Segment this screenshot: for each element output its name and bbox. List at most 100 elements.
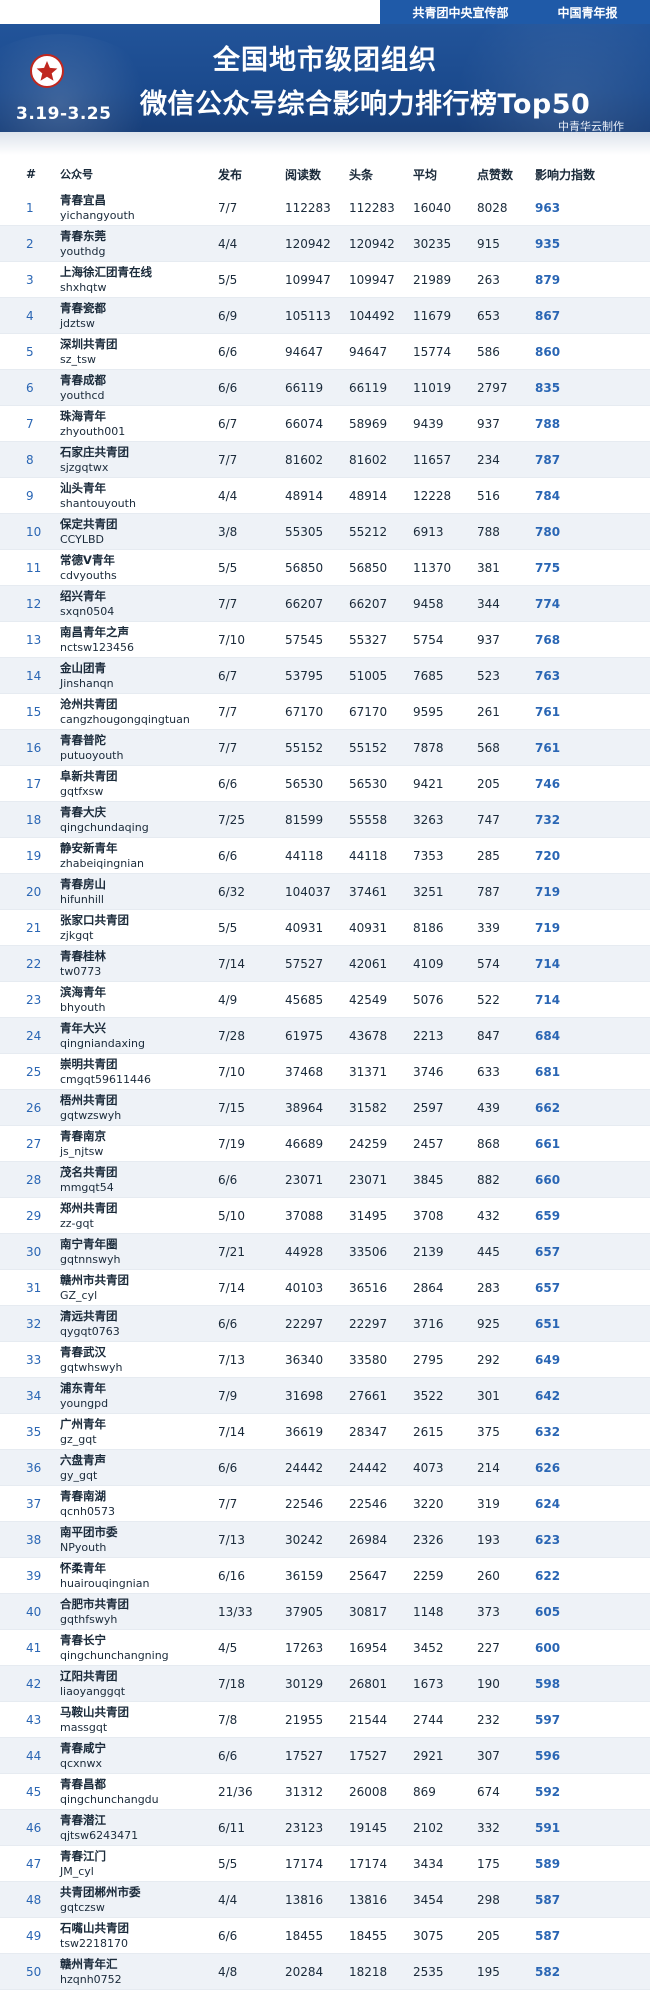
account-id: huairouqingnian: [60, 1576, 150, 1590]
publisher-strip: 共青团中央宣传部 中国青年报: [380, 0, 650, 24]
reads-cell: 56850: [285, 560, 324, 575]
publish-cell: 4/4: [218, 1892, 238, 1907]
col-account: 公众号: [60, 167, 93, 181]
influence-cell: 719: [535, 920, 561, 935]
reads-cell: 57545: [285, 632, 324, 647]
rank-cell: 42: [26, 1676, 42, 1691]
influence-cell: 746: [535, 776, 561, 791]
influence-cell: 622: [535, 1568, 561, 1583]
publish-cell: 3/8: [218, 524, 238, 539]
account-id: zz-gqt: [60, 1216, 94, 1230]
account-cell: 汕头青年 shantouyouth: [60, 481, 210, 511]
account-name: 青年大兴: [60, 1020, 106, 1035]
account-id: youthdg: [60, 244, 106, 258]
reads-cell: 17263: [285, 1640, 324, 1655]
reads-cell: 109947: [285, 272, 331, 287]
account-cell: 清远共青团 qygqt0763: [60, 1309, 210, 1339]
headline-cell: 21544: [349, 1712, 388, 1727]
table-row: 24 青年大兴 qingniandaxing 7/28 61975 43678 2213 84…: [0, 1018, 650, 1054]
account-name: 赣州青年汇: [60, 1956, 118, 1971]
date-range: 3.19-3.25: [16, 104, 112, 124]
likes-cell: 674: [477, 1784, 500, 1799]
reads-cell: 120942: [285, 236, 331, 251]
reads-cell: 24442: [285, 1460, 324, 1475]
headline-cell: 22546: [349, 1496, 388, 1511]
rank-cell: 21: [26, 920, 42, 935]
likes-cell: 522: [477, 992, 500, 1007]
publish-cell: 7/21: [218, 1244, 245, 1259]
average-cell: 11019: [413, 380, 452, 395]
publish-cell: 7/14: [218, 1424, 245, 1439]
influence-cell: 761: [535, 740, 561, 755]
account-id: qjtsw6243471: [60, 1828, 139, 1842]
reads-cell: 53795: [285, 668, 324, 683]
likes-cell: 633: [477, 1064, 500, 1079]
headline-cell: 112283: [349, 200, 395, 215]
reads-cell: 57527: [285, 956, 324, 971]
reads-cell: 13816: [285, 1892, 324, 1907]
account-cell: 张家口共青团 zjkgqt: [60, 913, 210, 943]
reads-cell: 36159: [285, 1568, 324, 1583]
influence-cell: 774: [535, 596, 561, 611]
rank-cell: 16: [26, 740, 42, 755]
account-name: 辽阳共青团: [60, 1668, 118, 1683]
rank-cell: 13: [26, 632, 42, 647]
reads-cell: 21955: [285, 1712, 324, 1727]
account-cell: 共青团郴州市委 gqtczsw: [60, 1885, 210, 1915]
table-row: 30 南宁青年圈 gqtnnswyh 7/21 44928 33506 2139 445 657: [0, 1234, 650, 1270]
account-cell: 青春宜昌 yichangyouth: [60, 193, 210, 223]
influence-cell: 662: [535, 1100, 561, 1115]
influence-cell: 582: [535, 1964, 561, 1979]
table-row: 14 金山团青 Jinshanqn 6/7 53795 51005 7685 523 763: [0, 658, 650, 694]
publish-cell: 6/6: [218, 848, 238, 863]
publish-cell: 6/6: [218, 1316, 238, 1331]
reads-cell: 55305: [285, 524, 324, 539]
average-cell: 3522: [413, 1388, 444, 1403]
account-id: massgqt: [60, 1720, 108, 1734]
account-name: 青春成都: [60, 372, 106, 387]
maker-credit: 中青华云制作: [558, 120, 624, 132]
table-header: # 公众号 发布 阅读数 头条 平均 点赞数 影响力指数: [0, 158, 650, 190]
account-cell: 青春武汉 gqtwhswyh: [60, 1345, 210, 1375]
reads-cell: 46689: [285, 1136, 324, 1151]
publish-cell: 4/5: [218, 1640, 238, 1655]
table-row: 37 青春南湖 qcnh0573 7/7 22546 22546 3220 319 624: [0, 1486, 650, 1522]
col-average: 平均: [413, 167, 438, 182]
account-name: 广州青年: [60, 1416, 106, 1431]
rank-cell: 45: [26, 1784, 42, 1799]
account-name: 青春宜昌: [60, 192, 106, 207]
reads-cell: 44118: [285, 848, 324, 863]
reads-cell: 48914: [285, 488, 324, 503]
influence-cell: 598: [535, 1676, 561, 1691]
reads-cell: 104037: [285, 884, 331, 899]
title-banner: 全国地市级团组织 微信公众号综合影响力排行榜Top50 3.19-3.25 中青…: [0, 24, 650, 132]
influence-cell: 626: [535, 1460, 561, 1475]
table-row: 47 青春江门 JM_cyl 5/5 17174 17174 3434 175 589: [0, 1846, 650, 1882]
reads-cell: 40103: [285, 1280, 324, 1295]
table-row: 21 张家口共青团 zjkgqt 5/5 40931 40931 8186 339 719: [0, 910, 650, 946]
average-cell: 2597: [413, 1100, 444, 1115]
publish-cell: 6/7: [218, 668, 238, 683]
reads-cell: 105113: [285, 308, 331, 323]
likes-cell: 2797: [477, 380, 508, 395]
account-cell: 怀柔青年 huairouqingnian: [60, 1561, 210, 1591]
likes-cell: 260: [477, 1568, 500, 1583]
likes-cell: 227: [477, 1640, 500, 1655]
account-cell: 青春桂林 tw0773: [60, 949, 210, 979]
influence-cell: 835: [535, 380, 561, 395]
influence-cell: 768: [535, 632, 561, 647]
table-row: 10 保定共青团 CCYLBD 3/8 55305 55212 6913 788 780: [0, 514, 650, 550]
rank-cell: 29: [26, 1208, 42, 1223]
reads-cell: 36340: [285, 1352, 324, 1367]
rank-cell: 22: [26, 956, 42, 971]
average-cell: 3708: [413, 1208, 444, 1223]
likes-cell: 568: [477, 740, 500, 755]
likes-cell: 285: [477, 848, 500, 863]
influence-cell: 787: [535, 452, 561, 467]
table-row: 15 沧州共青团 cangzhougongqingtuan 7/7 67170 67170…: [0, 694, 650, 730]
publish-cell: 4/8: [218, 1964, 238, 1979]
likes-cell: 292: [477, 1352, 500, 1367]
average-cell: 2457: [413, 1136, 444, 1151]
average-cell: 7878: [413, 740, 444, 755]
account-id: zjkgqt: [60, 928, 94, 942]
